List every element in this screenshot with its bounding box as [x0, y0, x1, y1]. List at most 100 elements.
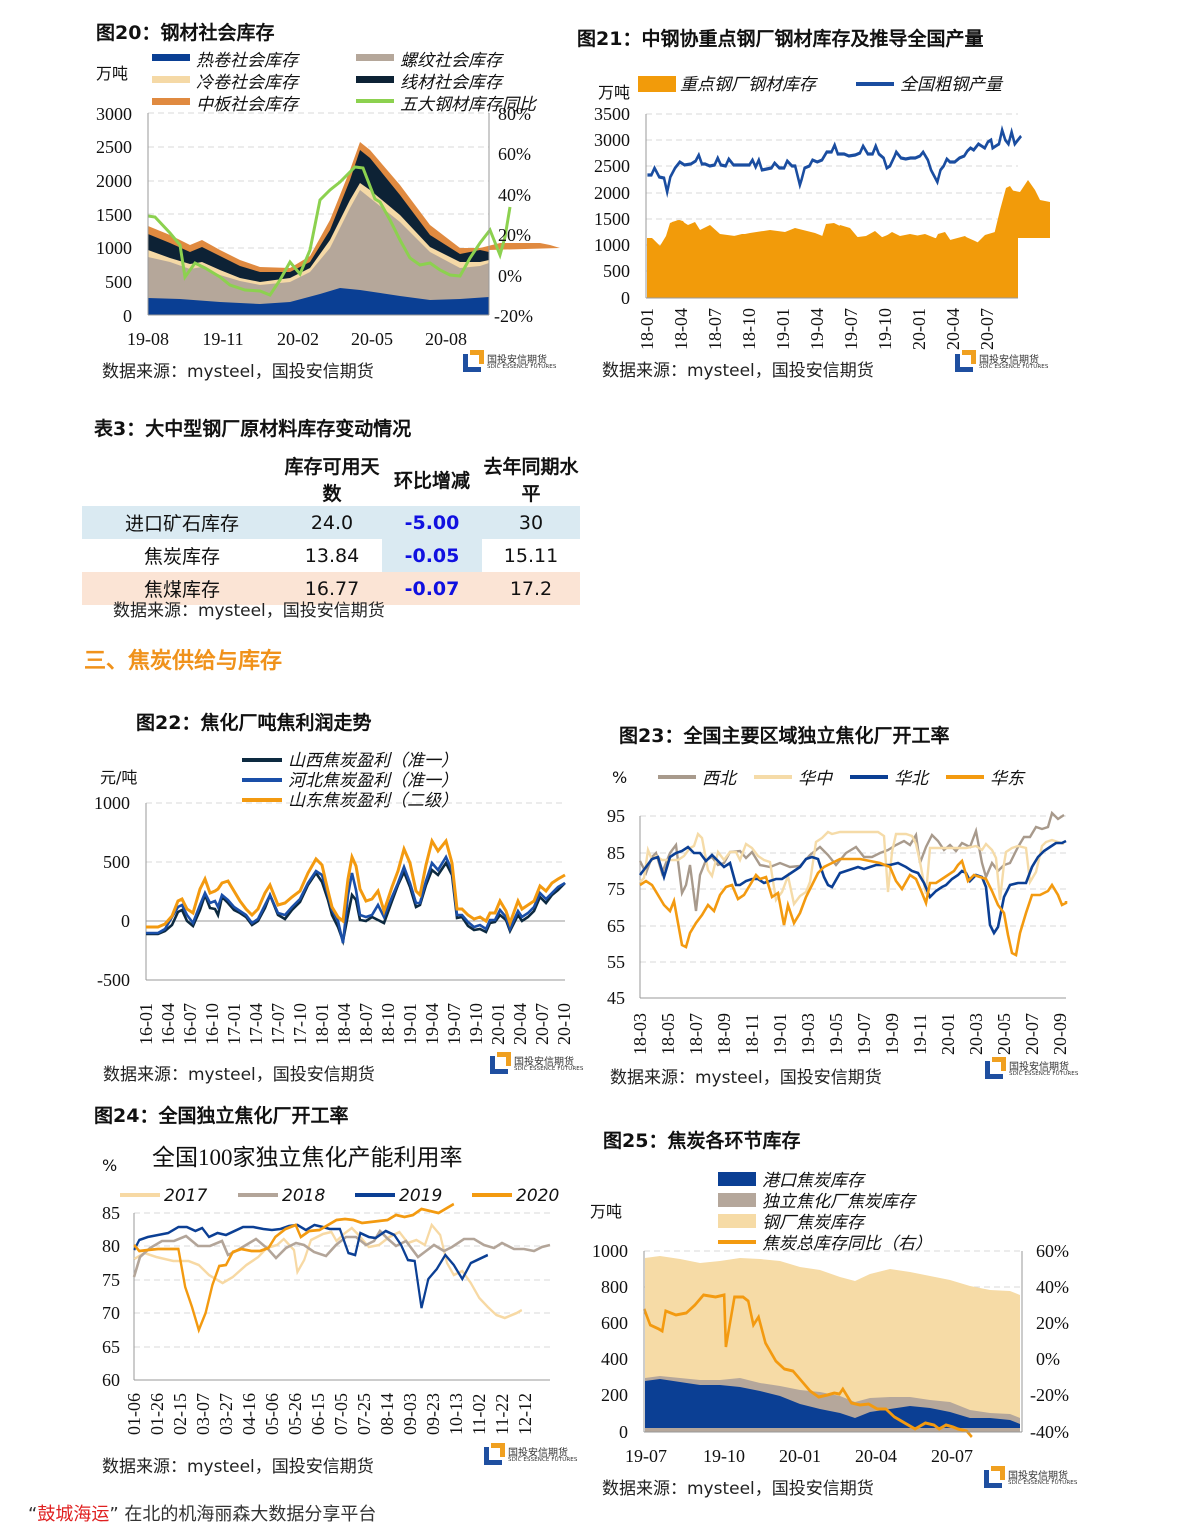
svg-text:1000: 1000 [94, 793, 130, 813]
table3-source: 数据来源：mysteel，国投安信期货 [113, 601, 385, 621]
svg-text:40%: 40% [1036, 1277, 1069, 1297]
svg-text:03-27: 03-27 [216, 1393, 236, 1435]
svg-text:18-05: 18-05 [658, 1013, 678, 1055]
svg-text:0: 0 [619, 1422, 628, 1442]
svg-text:19-07: 19-07 [854, 1013, 874, 1055]
svg-text:20-07: 20-07 [1022, 1013, 1042, 1055]
svg-text:19-01: 19-01 [773, 308, 793, 350]
fig24-legend-2: 2019 [399, 1186, 442, 1206]
fig20-title: 图20：钢材社会库存 [96, 22, 275, 44]
svg-text:19-10: 19-10 [703, 1446, 745, 1466]
row-days: 24.0 [310, 511, 354, 534]
footer-text: “鼓城海运” 在北的机海丽森大数据分享平台 [28, 1504, 377, 1525]
table-row: 焦煤库存 16.77 -0.07 17.2 [82, 572, 580, 605]
company-logo: 国投安信期货 SDIC ESSENCE FUTURES [463, 350, 558, 380]
svg-text:18-04: 18-04 [671, 308, 691, 350]
table-row: 焦炭库存 13.84 -0.05 15.11 [82, 539, 580, 572]
svg-text:2500: 2500 [96, 137, 132, 157]
svg-text:20%: 20% [498, 225, 531, 245]
svg-text:20%: 20% [1036, 1313, 1069, 1333]
svg-text:07-05: 07-05 [331, 1393, 351, 1435]
fig23-legend-2: 华北 [894, 769, 930, 789]
fig23-legend-1: 华中 [798, 769, 834, 789]
svg-text:18-01: 18-01 [637, 308, 657, 350]
row-change: -0.05 [382, 539, 482, 572]
svg-text:19-11: 19-11 [202, 329, 243, 349]
svg-text:80: 80 [102, 1236, 120, 1256]
svg-text:17-07: 17-07 [268, 1003, 288, 1045]
fig24-legend-0: 2017 [164, 1186, 207, 1206]
fig22-legend-2: 山东焦炭盈利（二级） [288, 791, 458, 811]
svg-text:70: 70 [102, 1303, 120, 1323]
svg-text:16-10: 16-10 [202, 1003, 222, 1045]
fig25-legend-2: 钢厂焦炭库存 [762, 1213, 866, 1233]
table-header: 去年同期水平 [483, 456, 579, 505]
fig23-legend-0: 西北 [702, 769, 738, 789]
svg-text:19-05: 19-05 [826, 1013, 846, 1055]
svg-text:0: 0 [621, 288, 630, 308]
svg-text:60: 60 [102, 1370, 120, 1390]
svg-text:1000: 1000 [592, 1241, 628, 1261]
fig21-chart: 万吨 重点钢厂钢材库存 全国粗钢产量 3500 3000 2500 2000 1500… [594, 75, 1050, 350]
svg-text:1500: 1500 [96, 205, 132, 225]
svg-text:95: 95 [607, 806, 625, 826]
svg-text:04-16: 04-16 [239, 1393, 259, 1435]
svg-text:11-22: 11-22 [492, 1394, 512, 1435]
raw-material-inventory-table: 库存可用天数 环比增减 去年同期水平 进口矿石库存 24.0 -5.00 30 … [82, 452, 580, 605]
svg-text:400: 400 [601, 1349, 628, 1369]
table3-title: 表3：大中型钢厂原材料库存变动情况 [94, 418, 412, 440]
svg-text:05-06: 05-06 [262, 1393, 282, 1435]
fig23-unit: % [612, 768, 627, 787]
svg-text:01-06: 01-06 [124, 1393, 144, 1435]
fig25-source: 数据来源：mysteel，国投安信期货 [602, 1479, 874, 1499]
svg-text:20-04: 20-04 [510, 1003, 530, 1045]
row-days: 16.77 [304, 577, 360, 600]
row-days: 13.84 [304, 544, 360, 567]
fig25-legend-1: 独立焦化厂焦炭库存 [762, 1192, 917, 1212]
svg-text:500: 500 [105, 272, 132, 292]
fig25-legend-3: 焦炭总库存同比（右） [762, 1234, 932, 1254]
svg-text:20-04: 20-04 [943, 308, 963, 350]
svg-text:10-13: 10-13 [446, 1393, 466, 1435]
svg-text:18-07: 18-07 [705, 308, 725, 350]
svg-text:08-14: 08-14 [377, 1393, 397, 1435]
svg-text:20-04: 20-04 [855, 1446, 897, 1466]
svg-text:05-26: 05-26 [285, 1393, 305, 1435]
svg-text:60%: 60% [1036, 1241, 1069, 1261]
fig22-title: 图22：焦化厂吨焦利润走势 [136, 712, 372, 734]
row-name: 焦煤库存 [143, 579, 220, 601]
svg-text:20-07: 20-07 [977, 308, 997, 350]
fig25-legend-0: 港口焦炭库存 [762, 1171, 866, 1191]
svg-text:40%: 40% [498, 185, 531, 205]
row-name: 进口矿石库存 [124, 513, 239, 535]
svg-text:20-10: 20-10 [554, 1003, 574, 1045]
fig20-unit: 万吨 [96, 64, 128, 83]
svg-text:19-01: 19-01 [770, 1013, 790, 1055]
fig24-title: 图24：全国独立焦化厂开工率 [94, 1105, 349, 1127]
svg-text:60%: 60% [498, 144, 531, 164]
svg-text:19-01: 19-01 [400, 1003, 420, 1045]
svg-text:17-04: 17-04 [246, 1003, 266, 1045]
svg-text:19-10: 19-10 [466, 1003, 486, 1045]
fig24-legend-3: 2020 [516, 1186, 559, 1206]
svg-text:03-07: 03-07 [193, 1393, 213, 1435]
svg-text:2000: 2000 [96, 171, 132, 191]
row-last-year: 15.11 [503, 544, 559, 567]
svg-text:0%: 0% [498, 266, 522, 286]
svg-text:09-23: 09-23 [423, 1393, 443, 1435]
svg-text:19-11: 19-11 [910, 1014, 930, 1055]
fig25-unit: 万吨 [590, 1202, 622, 1221]
svg-text:20-01: 20-01 [909, 308, 929, 350]
svg-text:1000: 1000 [594, 235, 630, 255]
svg-text:500: 500 [603, 261, 630, 281]
svg-text:0: 0 [123, 306, 132, 326]
svg-text:19-03: 19-03 [798, 1013, 818, 1055]
svg-text:19-08: 19-08 [127, 329, 169, 349]
fig20-legend-2: 冷卷社会库存 [196, 73, 300, 93]
svg-text:16-07: 16-07 [180, 1003, 200, 1045]
svg-text:17-01: 17-01 [224, 1003, 244, 1045]
svg-text:19-10: 19-10 [875, 308, 895, 350]
svg-text:19-07: 19-07 [444, 1003, 464, 1045]
footer-link[interactable]: 鼓城海运 [37, 1504, 110, 1525]
